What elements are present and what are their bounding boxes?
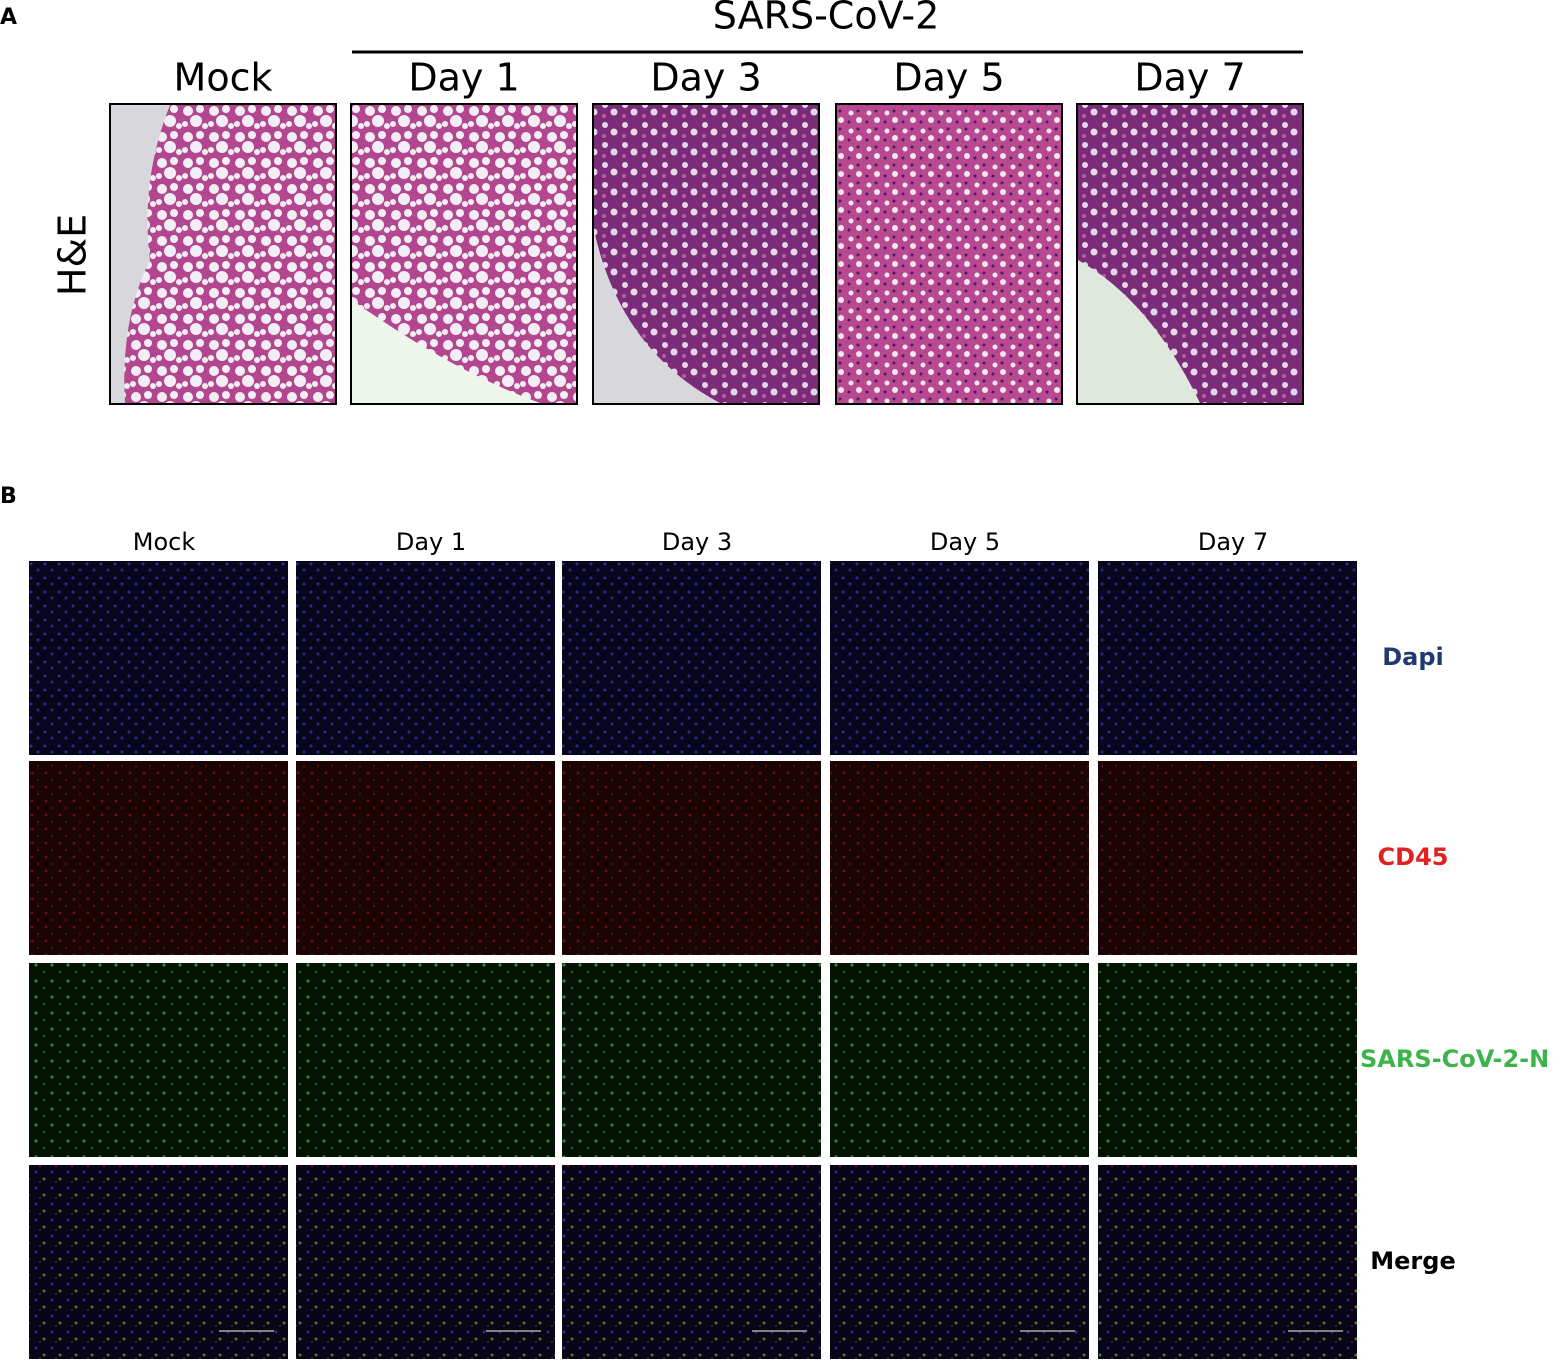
fluorescence-image [296, 963, 555, 1157]
slide-background [111, 105, 170, 403]
column-label: Mock [174, 56, 273, 100]
fluorescence-image [29, 561, 288, 755]
fluorescence-image [1098, 1165, 1357, 1359]
column-label: Day 5 [930, 528, 1000, 556]
column-label: Mock [133, 528, 196, 556]
column-label: Day 3 [650, 56, 761, 100]
column-label: Day 7 [1198, 528, 1268, 556]
row-label: SARS-CoV-2-N [1360, 1045, 1549, 1073]
fluorescence-image [830, 1165, 1089, 1359]
fluorescence-image [830, 761, 1089, 955]
fluorescence-image [296, 1165, 555, 1359]
fluorescence-image [562, 561, 821, 755]
fluorescence-image [562, 761, 821, 955]
slide-background [594, 230, 720, 403]
column-label: Day 5 [893, 56, 1004, 100]
fluorescence-image [296, 761, 555, 955]
column-label: Day 1 [396, 528, 466, 556]
fluorescence-image [1098, 761, 1357, 955]
slide-background [352, 300, 540, 403]
fluorescence-image [830, 963, 1089, 1157]
fluorescence-image [562, 963, 821, 1157]
fluorescence-image [29, 761, 288, 955]
panels: Mock Day 1 Day 3 Day 5 Day 7 Mock Day 1 Day 3 Da… [29, 56, 1549, 1359]
fluorescence-image [29, 1165, 288, 1359]
row-label: H&E [51, 214, 95, 296]
fluorescence-image [1098, 561, 1357, 755]
panel-label: A [0, 5, 17, 30]
he-image [835, 103, 1063, 405]
column-label: Day 7 [1134, 56, 1245, 100]
column-label: Day 3 [662, 528, 732, 556]
fluorescence-image [562, 1165, 821, 1359]
he-image [592, 103, 820, 405]
fluorescence-image [29, 963, 288, 1157]
row-label: Merge [1370, 1247, 1455, 1275]
group-label: SARS-CoV-2 [713, 0, 940, 38]
slide-background [1078, 260, 1200, 403]
fluorescence-image [830, 561, 1089, 755]
row-label: CD45 [1378, 843, 1449, 871]
row-label: Dapi [1382, 643, 1444, 671]
panel-label: B [0, 484, 17, 509]
fluorescence-image [296, 561, 555, 755]
fluorescence-image [1098, 963, 1357, 1157]
column-label: Day 1 [408, 56, 519, 100]
